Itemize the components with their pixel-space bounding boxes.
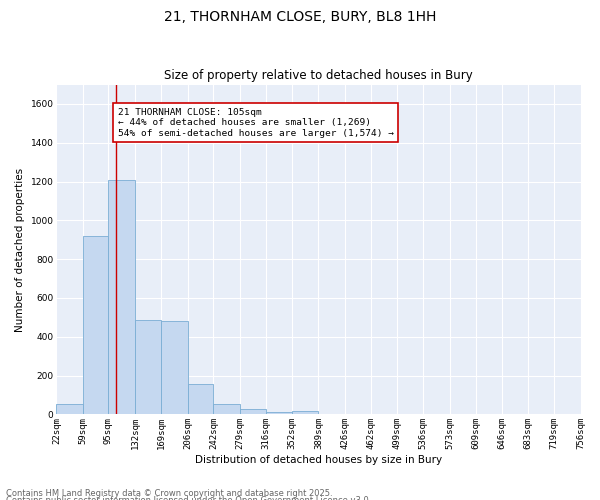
Bar bbox=[292, 411, 319, 414]
Title: Size of property relative to detached houses in Bury: Size of property relative to detached ho… bbox=[164, 69, 473, 82]
Bar bbox=[240, 409, 266, 414]
X-axis label: Distribution of detached houses by size in Bury: Distribution of detached houses by size … bbox=[195, 455, 442, 465]
Bar bbox=[83, 236, 109, 414]
Bar bbox=[214, 404, 240, 414]
Bar bbox=[56, 404, 83, 414]
Bar bbox=[109, 180, 135, 414]
Text: Contains public sector information licensed under the Open Government Licence v3: Contains public sector information licen… bbox=[6, 496, 371, 500]
Text: 21 THORNHAM CLOSE: 105sqm
← 44% of detached houses are smaller (1,269)
54% of se: 21 THORNHAM CLOSE: 105sqm ← 44% of detac… bbox=[118, 108, 394, 138]
Bar bbox=[266, 412, 292, 414]
Y-axis label: Number of detached properties: Number of detached properties bbox=[15, 168, 25, 332]
Text: 21, THORNHAM CLOSE, BURY, BL8 1HH: 21, THORNHAM CLOSE, BURY, BL8 1HH bbox=[164, 10, 436, 24]
Bar bbox=[135, 320, 161, 414]
Bar bbox=[161, 322, 188, 414]
Bar bbox=[188, 384, 214, 414]
Text: Contains HM Land Registry data © Crown copyright and database right 2025.: Contains HM Land Registry data © Crown c… bbox=[6, 488, 332, 498]
